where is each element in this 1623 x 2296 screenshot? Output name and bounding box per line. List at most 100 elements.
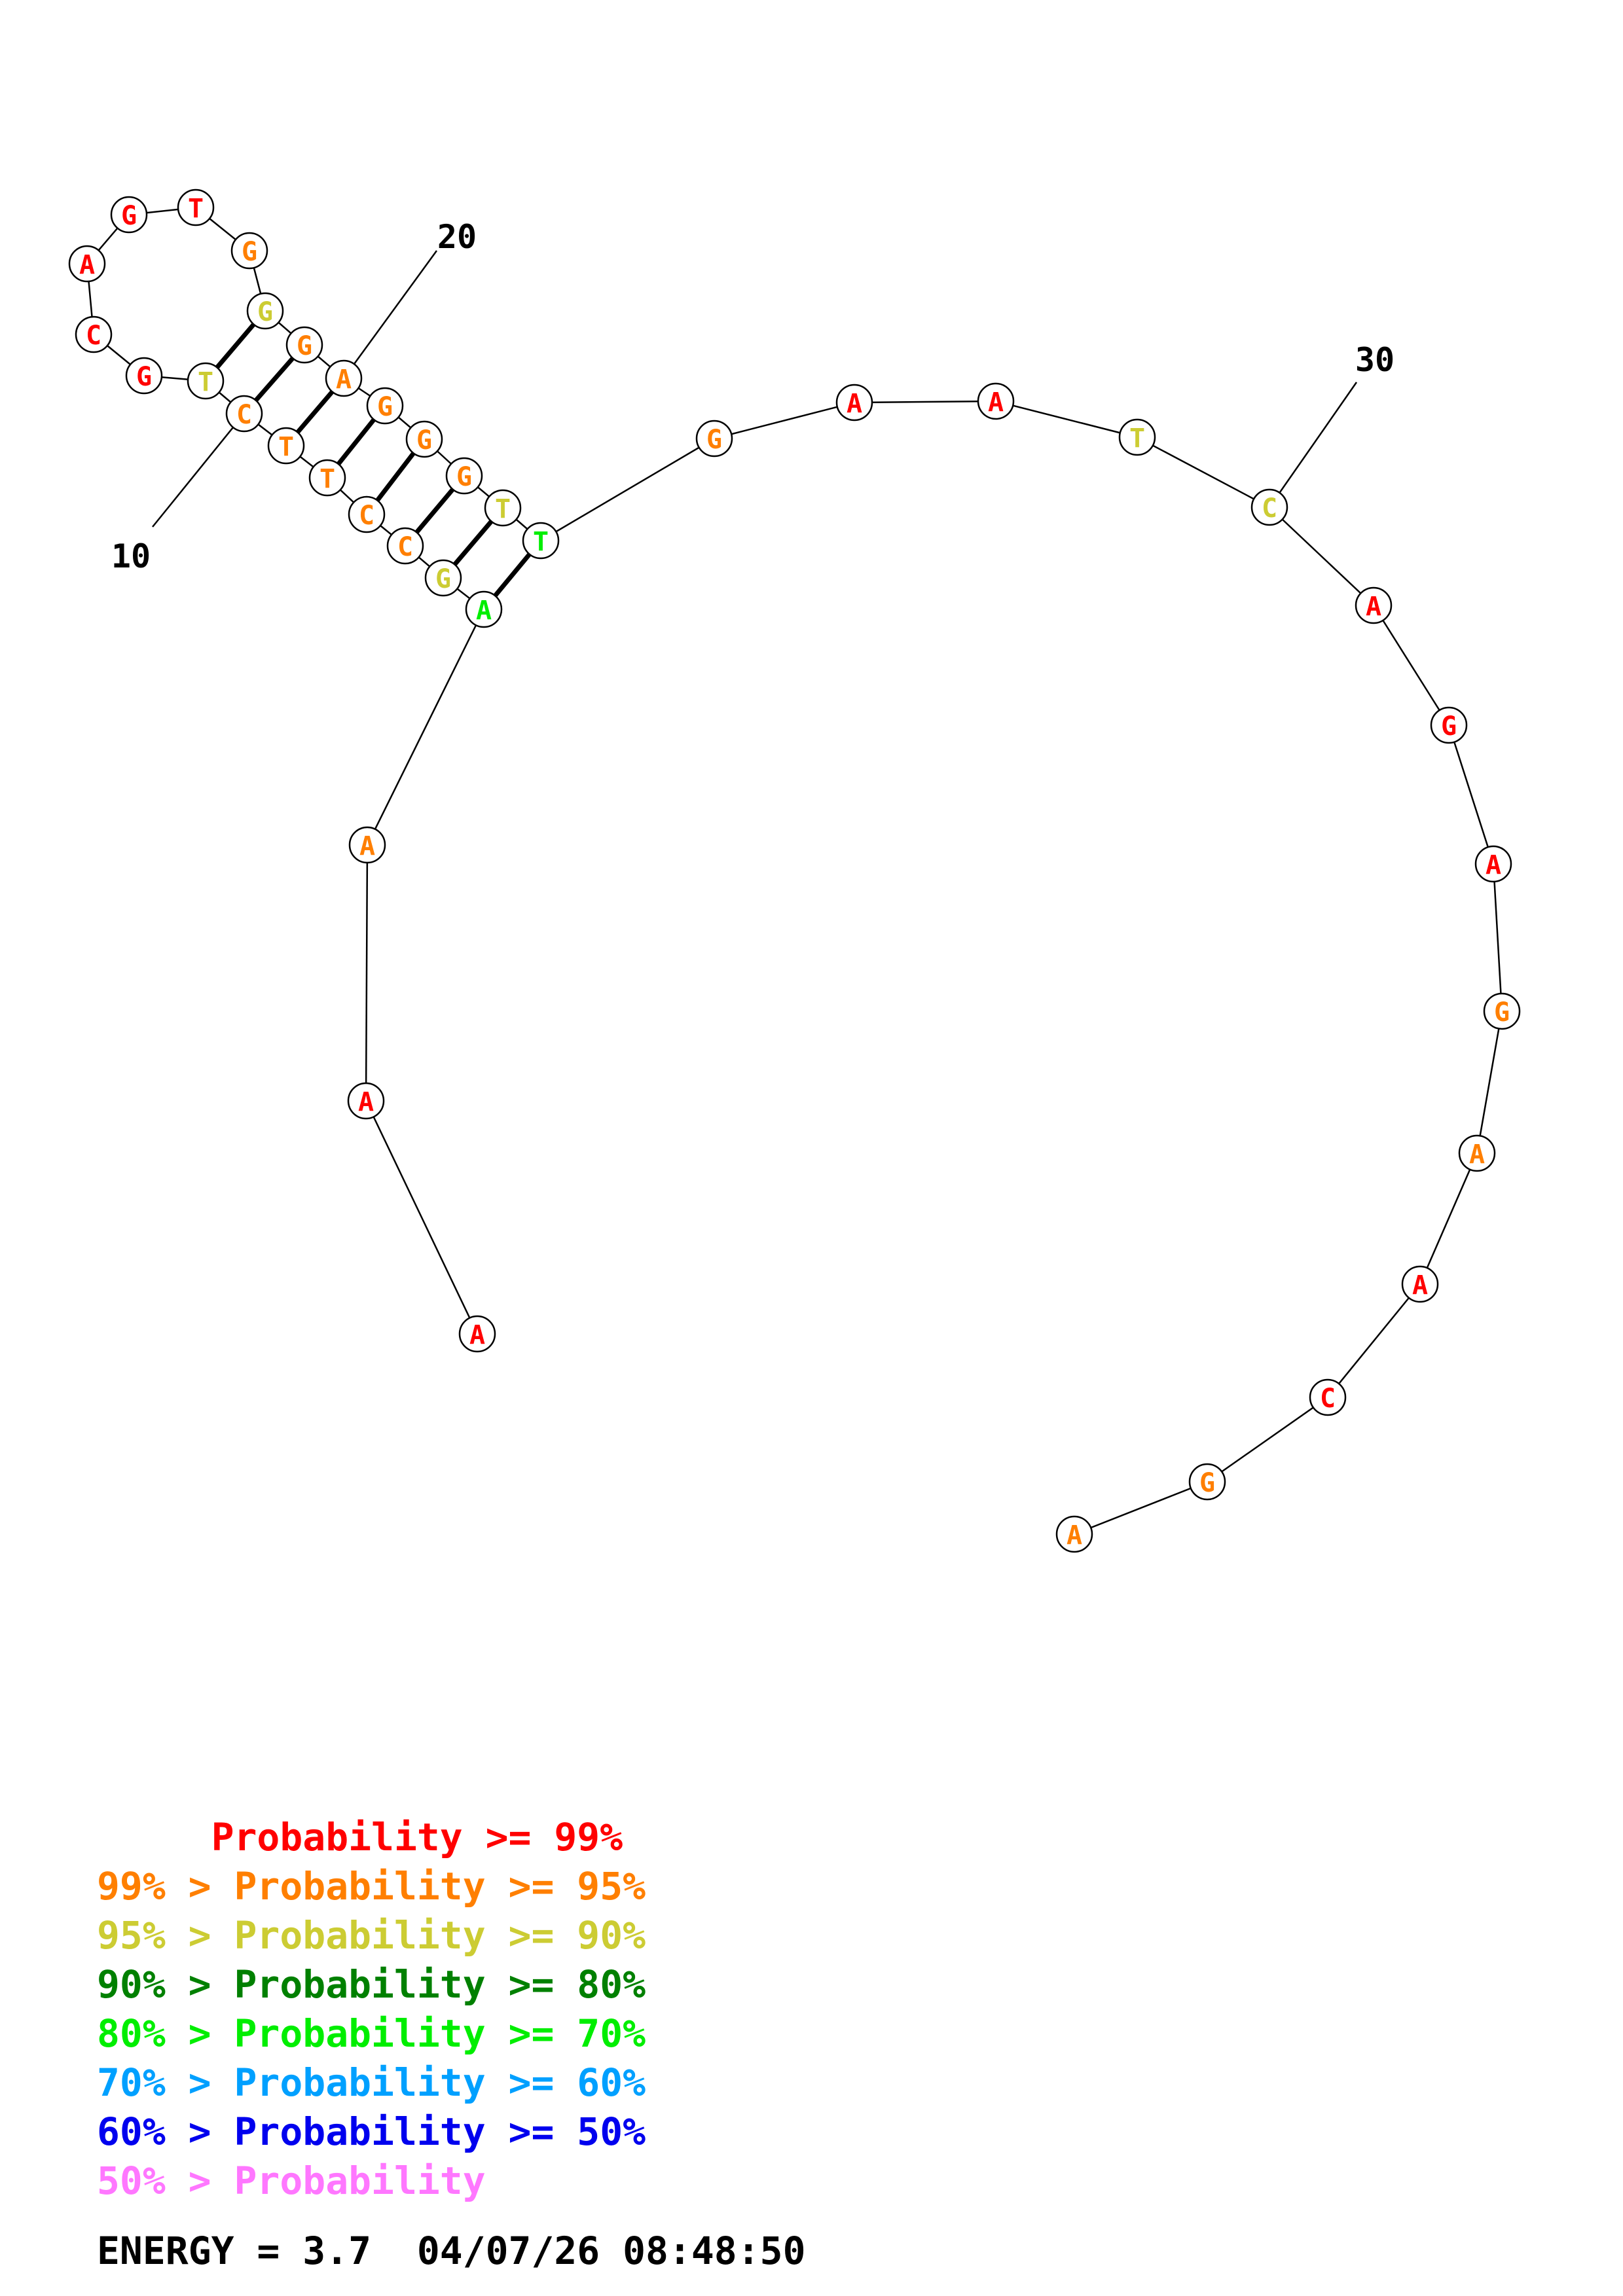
backbone-segment [1476, 1011, 1503, 1154]
backbone-segment [1327, 1283, 1421, 1398]
nucleotide-circle [1309, 1378, 1347, 1416]
probability-legend: Probability >= 99% 99% > Probability >= 9… [97, 1813, 646, 2206]
position-ticks: 10 20 30 [111, 218, 1395, 575]
backbone-segment [854, 400, 996, 404]
nucleotide-letter: C [86, 321, 101, 351]
nucleotide: A [977, 382, 1015, 420]
nucleotide-letter: G [416, 425, 432, 456]
nucleotide-letter: A [1412, 1270, 1428, 1300]
nucleotide-letter: A [336, 365, 352, 395]
backbone-segment [1207, 1396, 1328, 1483]
nucleotide-circle [1458, 1134, 1496, 1172]
nucleotide-circle [465, 590, 503, 628]
nucleotide-letter: A [469, 1320, 485, 1350]
nucleotide-letter: G [121, 201, 137, 231]
nucleotide-circle [458, 1315, 496, 1353]
nucleotide-letter: A [1067, 1520, 1082, 1551]
nucleotide-circle [348, 495, 386, 533]
nucleotide-circle [1188, 1463, 1226, 1501]
backbone-segment [995, 400, 1138, 439]
nucleotide-letter: A [358, 1087, 374, 1117]
backbone-segment [1074, 1480, 1208, 1535]
nucleotide-circle [1355, 586, 1393, 624]
position-tick [1268, 382, 1358, 508]
nucleotide: A [1401, 1265, 1439, 1303]
nucleotide-circle [386, 527, 424, 565]
nucleotide-circle [68, 245, 106, 283]
backbone-segment [366, 609, 485, 846]
nucleotide-letter: G [1199, 1468, 1215, 1498]
nucleotide-circle [225, 395, 263, 433]
nucleotide: G [125, 357, 163, 395]
legend-row: 70% > Probability >= 60% [97, 2060, 646, 2105]
nucleotide-circle [1118, 418, 1156, 456]
nucleotide-circle [484, 489, 522, 527]
backbone-segment [714, 401, 855, 440]
nucleotide-letter: A [1486, 850, 1501, 880]
nucleotide-circle [835, 384, 873, 422]
nucleotide: C [225, 395, 263, 433]
nucleotide: C [1309, 1378, 1347, 1416]
nucleotide-circle [246, 292, 284, 330]
nucleotide-letter: G [297, 331, 312, 361]
nucleotide: G [110, 196, 148, 234]
nucleotide-circle [695, 420, 733, 457]
nucleotide: A [347, 1082, 385, 1120]
nucleotide-letter: T [1129, 423, 1145, 454]
base-pair-bond [337, 418, 376, 466]
position-label: 10 [111, 537, 151, 575]
base-pair-bond [493, 552, 532, 598]
nucleotide: A [1355, 586, 1393, 624]
nucleotide-circle [308, 459, 346, 497]
nucleotide: A [348, 826, 386, 864]
nucleotide-circle [1430, 706, 1468, 744]
nucleotide: T [308, 459, 346, 497]
nucleotide: G [1430, 706, 1468, 744]
nucleotide: G [246, 292, 284, 330]
nucleotide-letter: A [476, 596, 492, 626]
nucleotide-circle [348, 826, 386, 864]
position-label: 20 [437, 218, 477, 256]
nucleotide: T [267, 427, 305, 465]
position-tick [342, 250, 438, 379]
backbone-segment [365, 844, 369, 1102]
energy-footer: ENERGY = 3.7 04/07/26 08:48:50 [97, 2229, 806, 2273]
legend-row: 99% > Probability >= 95% [97, 1864, 646, 1909]
nucleotide-circle [1401, 1265, 1439, 1303]
nucleotide-circle [325, 359, 363, 397]
nucleotide: A [1458, 1134, 1496, 1172]
nucleotide: T [1118, 418, 1156, 456]
nucleotide-circle [405, 420, 443, 458]
nucleotide: A [325, 359, 363, 397]
nucleotide-letter: G [257, 297, 273, 327]
nucleotide: G [695, 420, 733, 457]
nucleotide-letter: T [319, 464, 335, 494]
legend-row: 50% > Probability [97, 2159, 486, 2203]
nucleotide: G [1188, 1463, 1226, 1501]
nucleotide-letter: T [198, 367, 213, 397]
nucleotide: T [187, 362, 225, 400]
nucleotide-circle [366, 387, 404, 425]
nucleotide-circle [347, 1082, 385, 1120]
nucleotide-circle [1250, 488, 1288, 526]
legend-row: 95% > Probability >= 90% [97, 1913, 646, 1958]
legend-row: Probability >= 99% [97, 1815, 623, 1859]
nucleotide-circle [75, 315, 113, 353]
nucleotide-letter: G [435, 564, 451, 594]
nucleotide: A [1474, 845, 1512, 883]
nucleotide: G [424, 559, 462, 597]
backbone-segment [365, 1100, 479, 1335]
nucleotide-letter: G [377, 392, 393, 422]
nucleotide-letter: G [706, 425, 722, 455]
nucleotide-circle [1055, 1515, 1093, 1553]
nucleotide-letter: C [397, 532, 413, 562]
nucleotide-circle [1474, 845, 1512, 883]
nucleotide: T [177, 188, 215, 226]
base-pair-bond [452, 520, 494, 566]
base-pair-bond [414, 488, 455, 534]
legend-row: 90% > Probability >= 80% [97, 1962, 646, 2007]
nucleotide-circle [424, 559, 462, 597]
nucleotide-letter: A [1469, 1139, 1485, 1170]
